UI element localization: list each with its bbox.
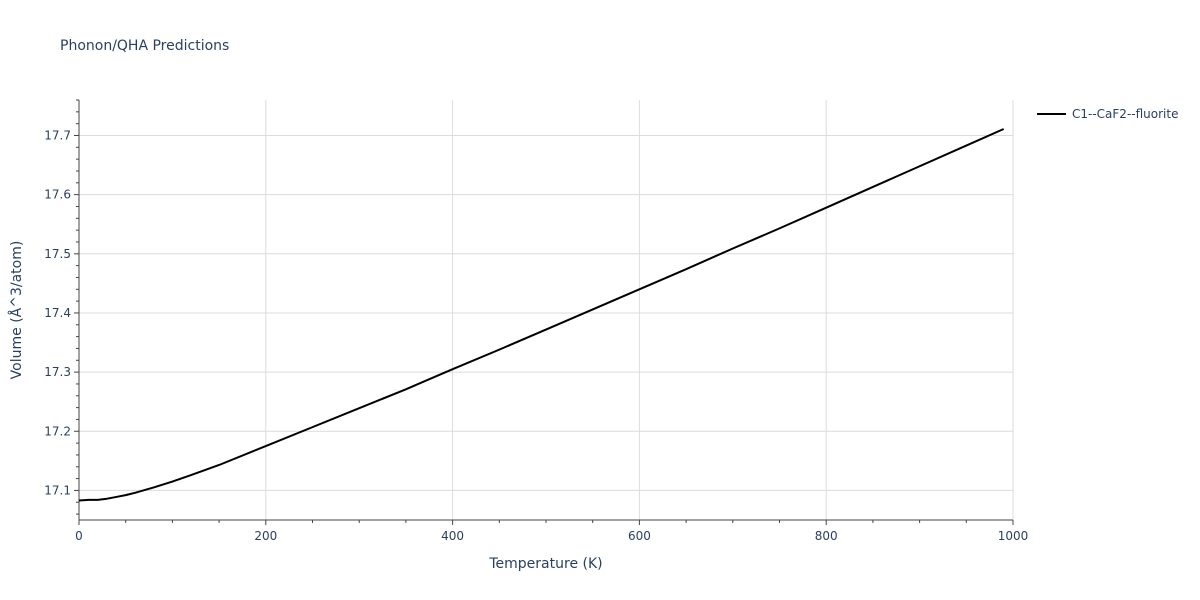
x-axis-title: Temperature (K)	[488, 556, 602, 572]
chart-title: Phonon/QHA Predictions	[60, 38, 229, 54]
x-tick-label: 0	[75, 529, 83, 543]
x-tick-label: 400	[441, 529, 464, 543]
series-line	[78, 128, 1005, 502]
y-tick-label: 17.4	[44, 306, 71, 320]
x-tick-label: 1000	[998, 529, 1029, 543]
y-tick-label: 17.7	[44, 128, 71, 142]
grid	[79, 100, 1014, 520]
y-tick-label: 17.5	[44, 247, 71, 261]
ticks: 0 200 400 600 800 1000 17.1 17.2 17.3 17.4 17.5 17.…	[44, 99, 1029, 543]
legend[interactable]: C1--CaF2--fluorite	[1037, 107, 1178, 121]
legend-label[interactable]: C1--CaF2--fluorite	[1072, 107, 1178, 121]
y-tick-label: 17.3	[44, 365, 71, 379]
x-tick-label: 800	[815, 529, 838, 543]
series	[78, 128, 1005, 502]
x-tick-label: 600	[628, 529, 651, 543]
x-tick-label: 200	[254, 529, 277, 543]
y-tick-label: 17.1	[44, 483, 71, 497]
y-tick-label: 17.6	[44, 188, 71, 202]
axes	[78, 100, 1013, 521]
y-tick-label: 17.2	[44, 424, 71, 438]
y-axis-title: Volume (Å^3/atom)	[8, 241, 25, 380]
